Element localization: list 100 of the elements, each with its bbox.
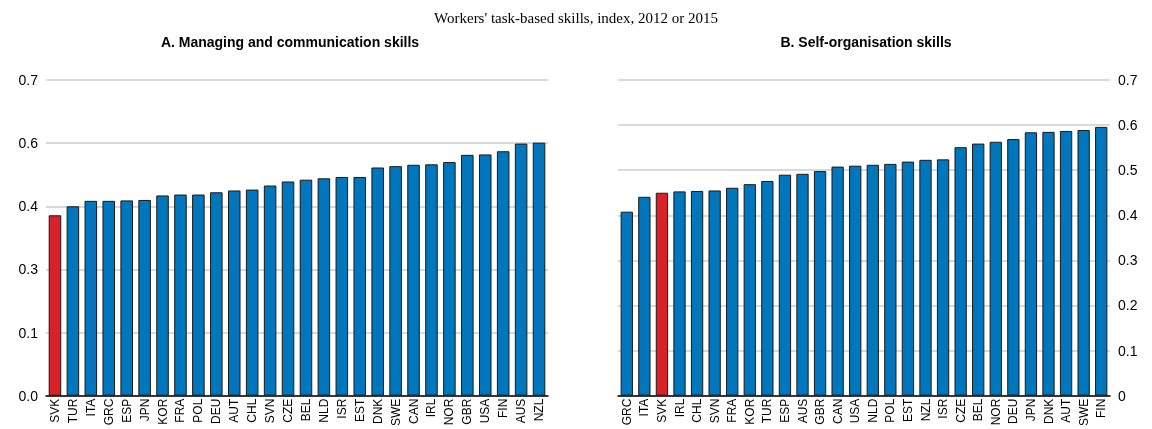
bar xyxy=(102,200,116,396)
x-tick-label: ISR xyxy=(334,398,349,419)
x-tick-label: FRA xyxy=(173,398,188,423)
bar xyxy=(796,173,809,396)
x-tick-label: NOR xyxy=(988,398,1003,426)
bar xyxy=(708,190,721,396)
x-tick-label: ESP xyxy=(119,398,134,423)
x-tick-label: SWE xyxy=(1076,398,1091,427)
x-tick-label: IRL xyxy=(424,398,439,418)
bar xyxy=(389,166,402,396)
bar xyxy=(1095,126,1108,396)
bar xyxy=(919,159,932,396)
x-tick-label: POL xyxy=(191,398,206,423)
x-tick-label: KOR xyxy=(155,398,170,425)
y2-tick-label: 0.4 xyxy=(1118,207,1138,224)
bar xyxy=(407,164,420,396)
bar xyxy=(48,215,62,396)
x-tick-label: NZL xyxy=(918,398,933,422)
x-tick-label: NZL xyxy=(532,398,547,422)
x-tick-label: ISR xyxy=(936,398,951,419)
x-tick-label: JPN xyxy=(137,398,152,422)
x-tick-label: CHL xyxy=(690,398,705,423)
bar xyxy=(192,194,205,396)
bar xyxy=(972,143,985,396)
bar xyxy=(866,164,879,396)
bar xyxy=(335,176,349,396)
x-tick-label: GBR xyxy=(813,398,828,425)
x-tick-label: FRA xyxy=(725,398,740,423)
bar xyxy=(1024,132,1038,396)
bar xyxy=(655,192,669,396)
x-tick-label: CAN xyxy=(406,398,421,425)
x-tick-label: CHL xyxy=(245,398,260,423)
x-tick-label: EST xyxy=(900,398,915,423)
bar xyxy=(245,189,259,396)
x-tick-label: AUS xyxy=(514,398,529,424)
bar xyxy=(227,190,241,396)
x-tick-label: JPN xyxy=(1023,398,1038,422)
x-tick-label: DEU xyxy=(209,398,224,425)
x-tick-label: IRL xyxy=(672,398,687,418)
x-tick-label: USA xyxy=(478,398,493,424)
x-tick-label: BEL xyxy=(971,398,986,422)
x-tick-label: AUS xyxy=(795,398,810,424)
x-tick-label: DEU xyxy=(1006,398,1021,425)
x-tick-label: BEL xyxy=(298,398,313,422)
bar xyxy=(371,167,384,396)
bar xyxy=(496,151,510,396)
y2-tick-label: 0.6 xyxy=(1118,117,1138,134)
y2-tick-label: 0.1 xyxy=(1118,342,1138,359)
y2-tick-label: 0.3 xyxy=(1118,252,1138,269)
bar xyxy=(210,192,223,396)
bar xyxy=(1059,130,1073,396)
x-tick-label: SVN xyxy=(263,398,278,424)
bar xyxy=(66,206,80,396)
x-tick-label: SVK xyxy=(47,398,62,423)
x-tick-label: CAN xyxy=(830,398,845,425)
bar xyxy=(936,159,950,396)
x-tick-label: GBR xyxy=(460,398,475,425)
x-tick-label: SVK xyxy=(654,398,669,423)
y-tick-label: 0.6 xyxy=(18,135,39,152)
x-tick-label: GRC xyxy=(101,398,116,426)
x-tick-label: CZE xyxy=(281,398,296,423)
x-tick-label: ITA xyxy=(637,398,652,417)
bar xyxy=(1077,130,1090,396)
y2-tick-label: 0.7 xyxy=(1118,72,1138,88)
x-tick-label: DNK xyxy=(370,398,385,425)
x-tick-label: ESP xyxy=(777,398,792,423)
bar xyxy=(1042,131,1055,396)
bar xyxy=(831,166,844,396)
bar xyxy=(989,141,1002,396)
y-tick-label: 0.7 xyxy=(18,72,39,88)
bar xyxy=(317,178,331,396)
chart-subtitle: B. Self-organisation skills xyxy=(780,34,952,50)
bar xyxy=(726,187,739,396)
x-tick-label: NOR xyxy=(442,398,457,426)
x-tick-label: CZE xyxy=(953,398,968,423)
x-tick-label: NLD xyxy=(316,398,331,423)
x-tick-label: AUT xyxy=(227,398,242,423)
chart-subtitle: A. Managing and communication skills xyxy=(160,34,420,50)
bar xyxy=(120,200,133,396)
y-tick-label: 0.1 xyxy=(18,324,39,341)
y2-tick-label: 0.2 xyxy=(1118,297,1138,314)
x-tick-label: GRC xyxy=(619,398,634,426)
y-tick-label: 0.0 xyxy=(18,387,39,404)
bar xyxy=(425,164,438,396)
bar xyxy=(174,194,187,396)
bar xyxy=(514,143,528,396)
bar xyxy=(138,199,151,396)
x-tick-label: SVN xyxy=(707,398,722,424)
y2-tick-label: 0.5 xyxy=(1118,162,1138,179)
x-tick-label: FIN xyxy=(1094,398,1109,419)
bar xyxy=(884,163,897,396)
bar xyxy=(813,171,827,396)
bar xyxy=(778,174,792,396)
x-tick-label: FIN xyxy=(496,398,511,419)
bar xyxy=(532,142,546,396)
bar xyxy=(156,195,169,396)
bar xyxy=(901,161,915,396)
bar xyxy=(690,190,704,396)
bar xyxy=(263,185,277,396)
bar xyxy=(849,165,862,396)
